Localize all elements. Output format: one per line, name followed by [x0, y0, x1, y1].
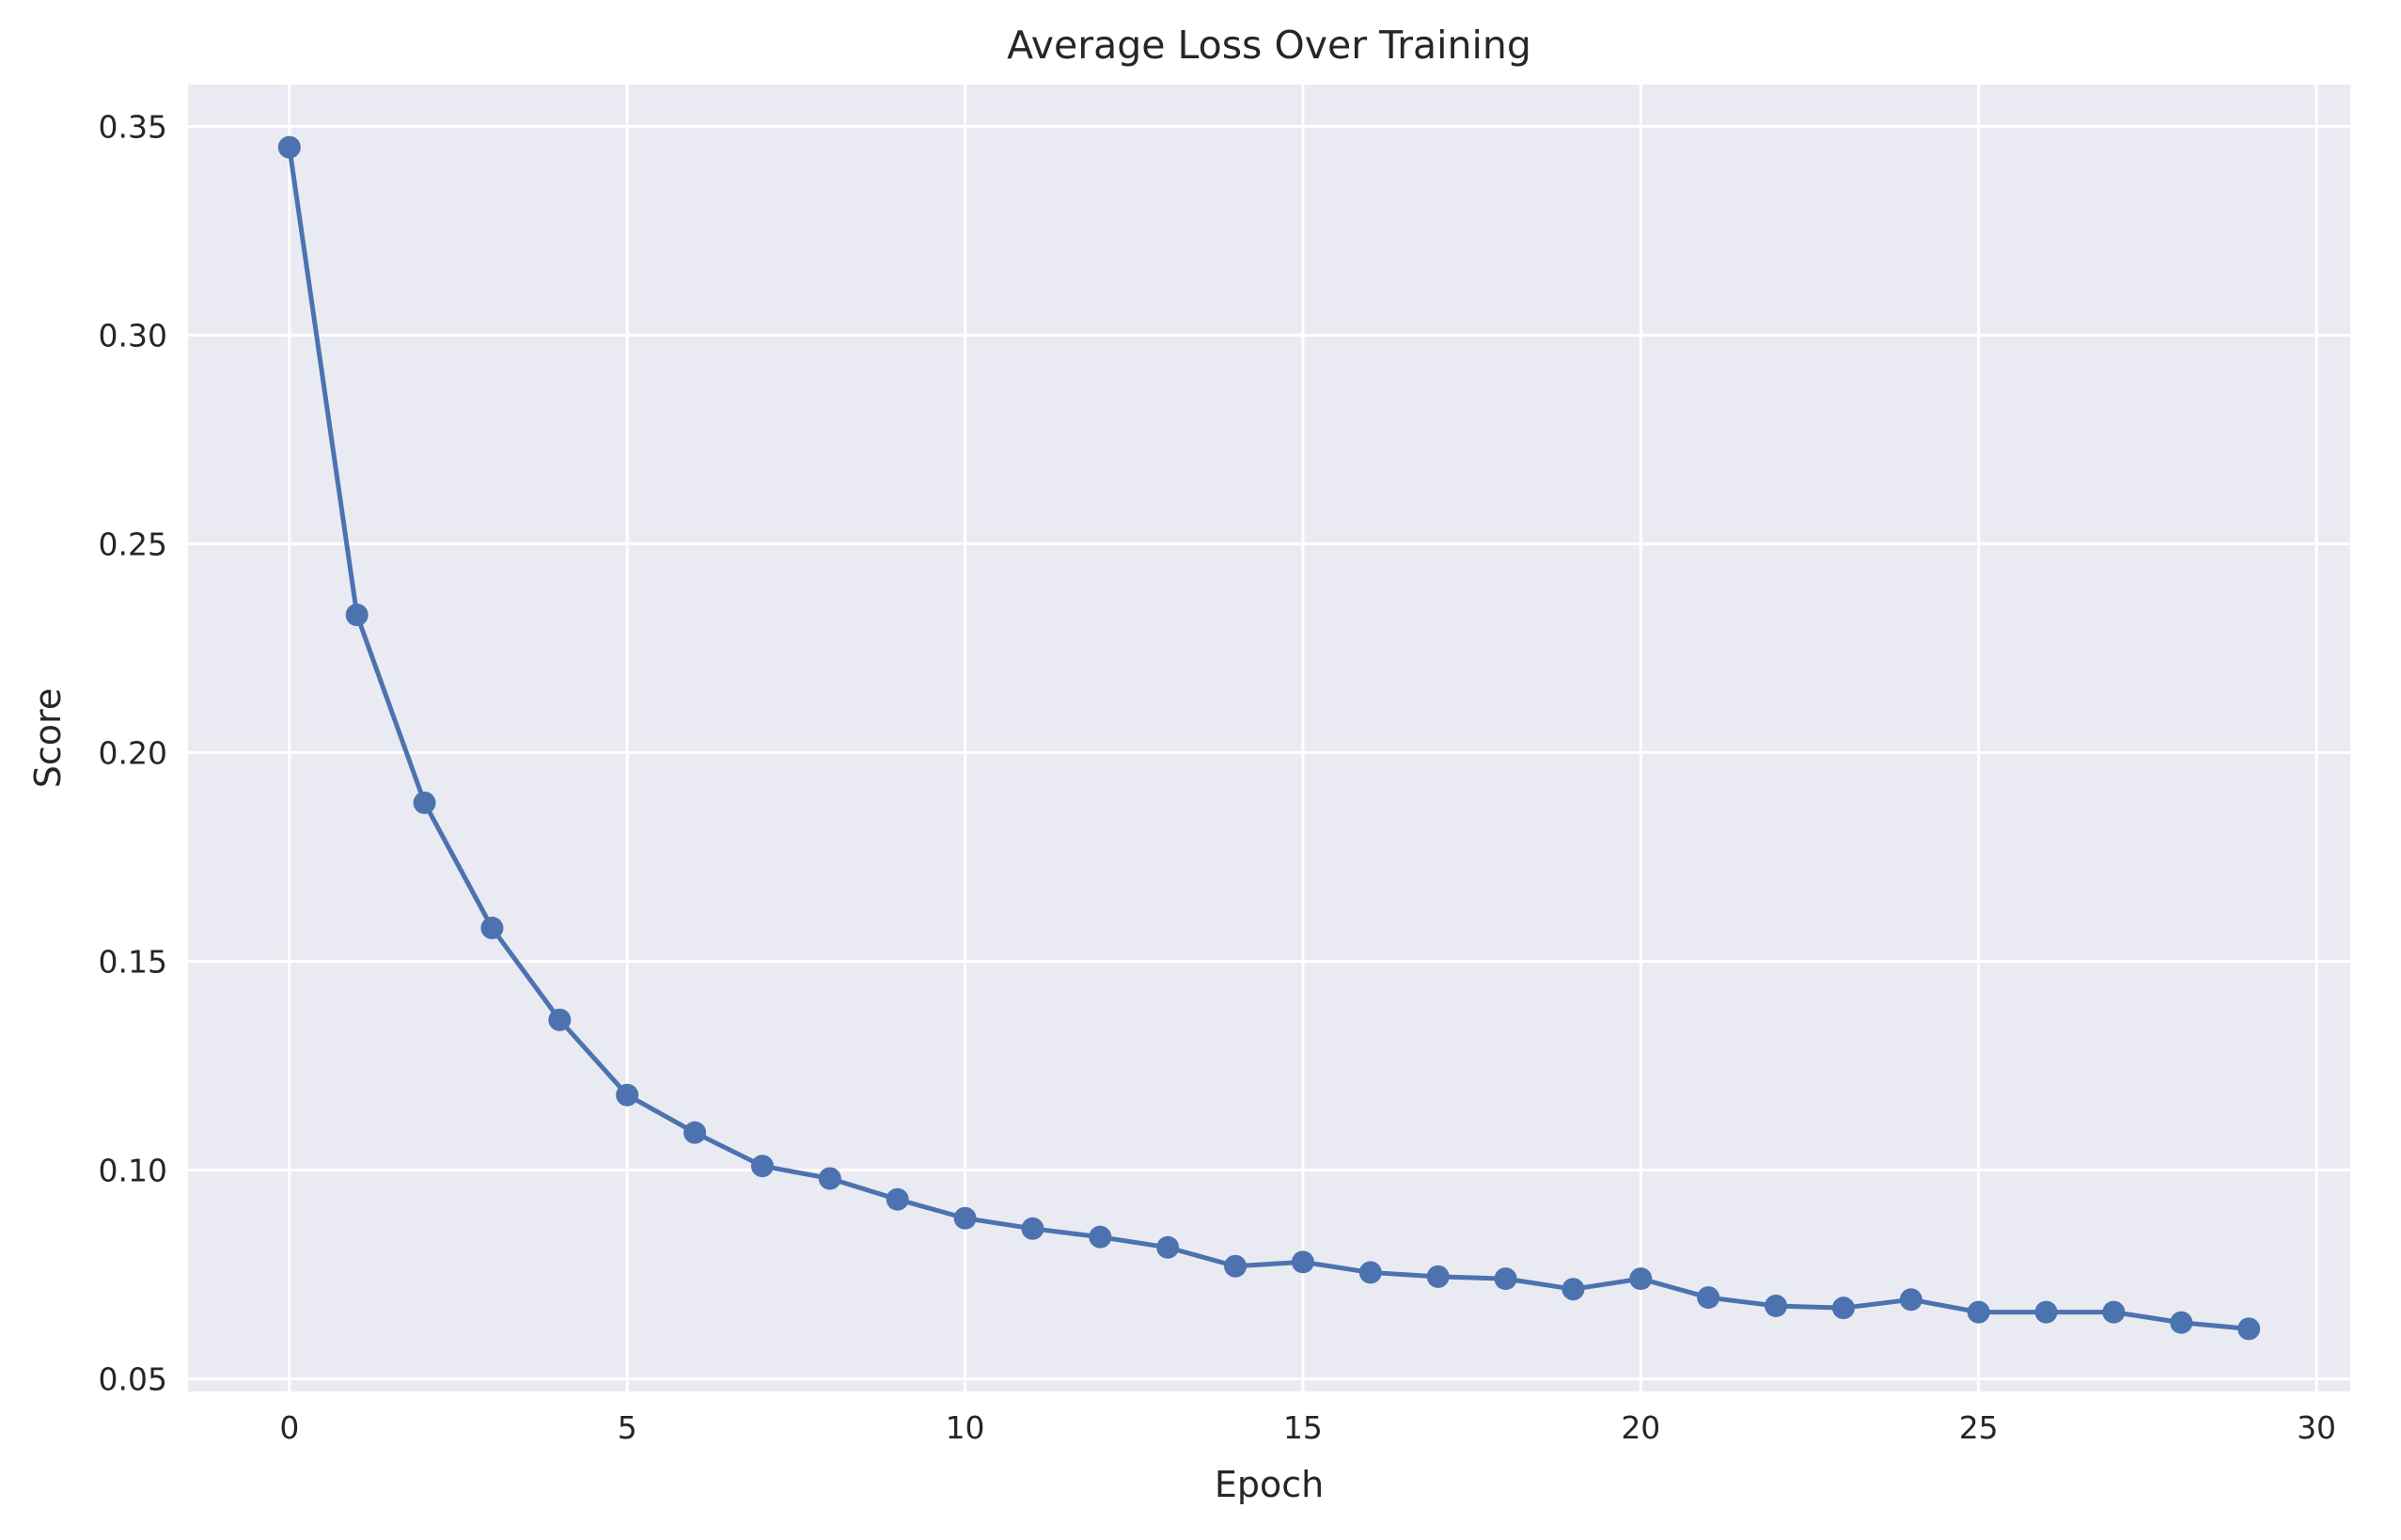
data-point [616, 1083, 639, 1107]
y-tick-label: 0.25 [99, 526, 167, 562]
data-point [1291, 1250, 1314, 1274]
data-point [1224, 1254, 1248, 1278]
plot-area [188, 85, 2350, 1391]
data-point [683, 1121, 707, 1144]
y-tick-label: 0.35 [99, 108, 167, 145]
data-point [818, 1167, 841, 1190]
x-tick-label: 15 [1283, 1409, 1323, 1446]
data-point [1831, 1296, 1855, 1320]
series-line [287, 147, 2250, 1331]
x-tick-label: 0 [279, 1409, 299, 1446]
x-tick-label: 30 [2297, 1409, 2336, 1446]
data-point [1426, 1265, 1450, 1288]
data-point [953, 1206, 977, 1230]
y-axis-label: Score [27, 688, 69, 788]
data-point [548, 1008, 572, 1031]
x-tick-labels: 0 5 10 15 20 25 30 [279, 1409, 2336, 1446]
y-tick-label: 0.20 [99, 735, 167, 772]
chart-title: Average Loss Over Training [1007, 23, 1531, 68]
y-tick-label: 0.15 [99, 944, 167, 981]
data-point [1629, 1267, 1653, 1291]
data-point [345, 603, 369, 626]
data-point [2034, 1300, 2058, 1324]
data-point [750, 1155, 774, 1178]
data-point [1697, 1286, 1720, 1310]
y-tick-label: 0.30 [99, 317, 167, 354]
data-point [413, 791, 436, 814]
x-tick-label: 10 [946, 1409, 985, 1446]
data-point [1156, 1235, 1180, 1259]
data-point [886, 1187, 909, 1211]
data-point [1021, 1217, 1044, 1240]
series-layer [277, 135, 2261, 1341]
x-tick-label: 20 [1621, 1409, 1660, 1446]
x-tick-label: 5 [618, 1409, 637, 1446]
data-point [1765, 1294, 1788, 1317]
data-point [1899, 1288, 1922, 1312]
x-tick-label: 25 [1959, 1409, 1999, 1446]
y-tick-label: 0.10 [99, 1153, 167, 1189]
data-point [2237, 1317, 2261, 1341]
grid [188, 85, 2350, 1391]
data-point [2170, 1311, 2193, 1334]
data-point [1561, 1278, 1585, 1301]
data-point [1358, 1261, 1382, 1284]
data-point [1967, 1300, 1990, 1324]
data-point [1089, 1225, 1112, 1249]
data-point [480, 917, 504, 940]
y-tick-labels: 0.05 0.10 0.15 0.20 0.25 0.30 0.35 [99, 108, 167, 1397]
data-point [1494, 1267, 1517, 1291]
x-axis-label: Epoch [1215, 1464, 1324, 1505]
data-point [277, 135, 301, 159]
data-point [2102, 1300, 2126, 1324]
y-tick-label: 0.05 [99, 1361, 167, 1398]
